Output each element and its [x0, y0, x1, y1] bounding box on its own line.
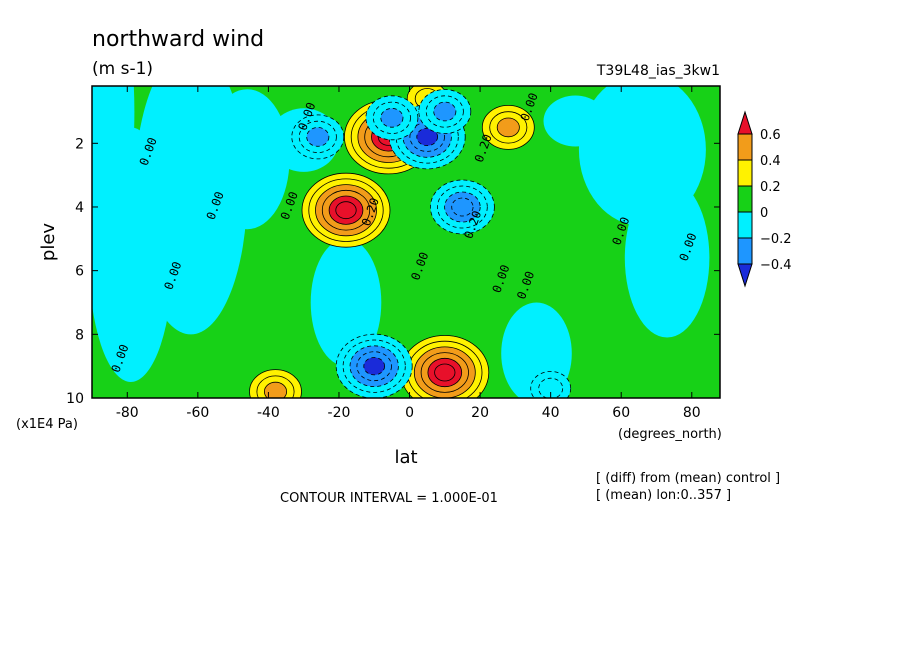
colorbar-top-arrow: [737, 110, 753, 135]
x-tick-label: -60: [186, 405, 209, 421]
contour-interval: CONTOUR INTERVAL = 1.000E-01: [280, 491, 498, 506]
contour-ring: [264, 381, 287, 398]
x-tick-label: 80: [683, 405, 701, 421]
negative-extremum: [530, 371, 572, 398]
y-axis-units: (x1E4 Pa): [16, 417, 78, 432]
footnote-diff: [ (diff) from (mean) control ]: [596, 471, 780, 486]
run-label: T39L48_ias_3kw1: [596, 63, 720, 79]
x-tick-label: -80: [116, 405, 139, 421]
colorbar-label: 0.6: [760, 128, 781, 143]
x-tick-label: -20: [328, 405, 351, 421]
negative-region: [310, 238, 382, 367]
y-tick-label: 6: [75, 264, 84, 280]
x-tick-label: 0: [405, 405, 414, 421]
x-axis: -80 -60 -40 -20 0 20 40 60 80: [116, 86, 701, 421]
x-tick-label: -40: [257, 405, 280, 421]
negative-extremum: [365, 95, 419, 141]
negative-region: [204, 89, 290, 230]
x-axis-label: lat: [394, 447, 417, 468]
negative-extremum: [291, 114, 345, 160]
colorbar-segment: [737, 159, 753, 187]
x-tick-label: 60: [612, 405, 630, 421]
colorbar-segment: [737, 133, 753, 161]
contour-ring: [335, 201, 357, 220]
plot-area: 0.000.000.000.00 0.000.000.200.000.200.20…: [66, 85, 721, 421]
y-axis-label: plev: [38, 223, 59, 262]
contour-ring: [434, 363, 456, 382]
y-tick-label: 8: [75, 327, 84, 343]
colorbar-label: −0.4: [760, 258, 792, 273]
colorbar: 0.6 0.4 0.2 0 −0.2 −0.4: [737, 110, 792, 288]
negative-extremum: [429, 179, 495, 235]
positive-extremum: [301, 172, 391, 248]
colorbar-label: −0.2: [760, 232, 792, 247]
contour-ring: [363, 357, 386, 376]
colorbar-segment: [737, 237, 753, 265]
x-tick-label: 40: [542, 405, 560, 421]
positive-extremum: [481, 105, 535, 150]
contour-ring: [306, 127, 330, 147]
contour-ring: [433, 101, 457, 122]
colorbar-segment: [737, 211, 753, 239]
contour-ring: [416, 127, 439, 146]
colorbar-label: 0.4: [760, 154, 781, 169]
contour-ring: [451, 197, 474, 217]
negative-extremum: [335, 333, 413, 398]
positive-extremum: [400, 335, 490, 398]
x-axis-units: (degrees_north): [618, 427, 722, 442]
y-tick-label: 2: [75, 136, 84, 152]
negative-region: [624, 178, 710, 338]
y-tick-label: 4: [75, 200, 84, 216]
y-tick-label: 10: [66, 391, 84, 407]
y-axis: 2 4 6 8 10: [66, 136, 720, 407]
colorbar-label: 0.2: [760, 180, 781, 195]
footnote-mean: [ (mean) lon:0..357 ]: [596, 488, 731, 503]
contour-ring: [538, 377, 564, 398]
colorbar-bottom-arrow: [737, 263, 753, 288]
colorbar-segment: [737, 185, 753, 213]
contour-ring: [496, 117, 520, 138]
shaded-fields: [92, 86, 710, 398]
chart-units: (m s-1): [92, 59, 153, 79]
contour-ring: [380, 108, 404, 128]
plot-frame: [91, 85, 721, 399]
positive-extremum: [249, 369, 302, 398]
chart-title: northward wind: [92, 27, 264, 52]
colorbar-label: 0: [760, 206, 768, 221]
x-tick-label: 20: [471, 405, 489, 421]
negative-region: [543, 95, 608, 147]
negative-extremum: [418, 89, 472, 134]
